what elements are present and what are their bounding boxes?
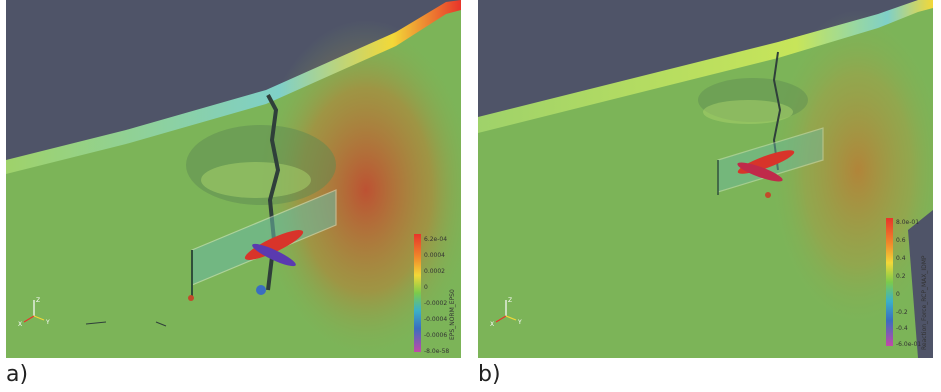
edge-band xyxy=(6,0,461,174)
crack-line xyxy=(772,51,782,171)
mesh-mark xyxy=(85,321,107,325)
stress-spot-2 xyxy=(252,243,296,267)
axis-y-label: Y xyxy=(45,319,50,326)
colorbar-tick: 0.0004 xyxy=(424,252,445,259)
panel-label-a: a) xyxy=(6,362,29,387)
colorbar-tick: -0.4 xyxy=(896,325,908,332)
colorbar-tick: 8.0e-01 xyxy=(896,219,919,226)
mesh-mark xyxy=(155,321,167,327)
depression-highlight xyxy=(201,162,311,198)
axis-z-label: Z xyxy=(508,297,512,304)
axis-z-label: Z xyxy=(36,297,40,304)
stress-node xyxy=(256,285,266,295)
colorbar-tick: -0.2 xyxy=(896,309,908,316)
stress-node xyxy=(765,192,771,198)
depression-highlight xyxy=(703,100,793,124)
contour-plot-b: 8.0e-01 0.6 0.4 0.2 0 -0.2 -0.4 -6.0e-01… xyxy=(478,0,941,358)
colorbar-tick: -0.0004 xyxy=(424,316,447,323)
background-corner xyxy=(908,210,933,358)
axis-y-label: Y xyxy=(517,319,522,326)
contour-plot-a: 6.2e-04 0.0004 0.0002 0 -0.0002 -0.0004 … xyxy=(6,0,476,360)
edge-band xyxy=(478,0,933,133)
colorbar xyxy=(886,218,893,346)
colorbar-title: Reaction_Force_RCP_MAX_IDMP xyxy=(921,255,928,350)
colorbar-tick: -0.0002 xyxy=(424,300,447,307)
colorbar-tick: 6.2e-04 xyxy=(424,236,447,243)
colorbar-tick: -8.0e-58 xyxy=(424,348,449,355)
simulation-panel-a: 6.2e-04 0.0004 0.0002 0 -0.0002 -0.0004 … xyxy=(6,0,476,360)
colorbar-tick: -0.0006 xyxy=(424,332,447,339)
colorbar-title: EPS_NORM_EPS0 xyxy=(449,289,456,340)
panel-label-b: b) xyxy=(478,362,501,387)
anchor-node xyxy=(188,295,194,301)
colorbar-tick: 0.6 xyxy=(896,237,906,244)
colorbar-tick: 0.2 xyxy=(896,273,906,280)
colorbar-tick: -6.0e-01 xyxy=(896,341,921,348)
axes-triad-icon: Z X Y xyxy=(490,297,522,328)
colorbar xyxy=(414,234,421,352)
colorbar-tick: 0.4 xyxy=(896,255,906,262)
stress-spot-2 xyxy=(737,162,783,182)
colorbar-tick: 0 xyxy=(896,291,900,298)
axis-x-label: X xyxy=(490,321,494,328)
simulation-panel-b: 8.0e-01 0.6 0.4 0.2 0 -0.2 -0.4 -6.0e-01… xyxy=(478,0,941,358)
axis-x-label: X xyxy=(18,321,22,328)
colorbar-tick: 0 xyxy=(424,284,428,291)
axes-triad-icon: Z X Y xyxy=(18,297,50,328)
colorbar-tick: 0.0002 xyxy=(424,268,445,275)
hot-region xyxy=(768,10,941,330)
